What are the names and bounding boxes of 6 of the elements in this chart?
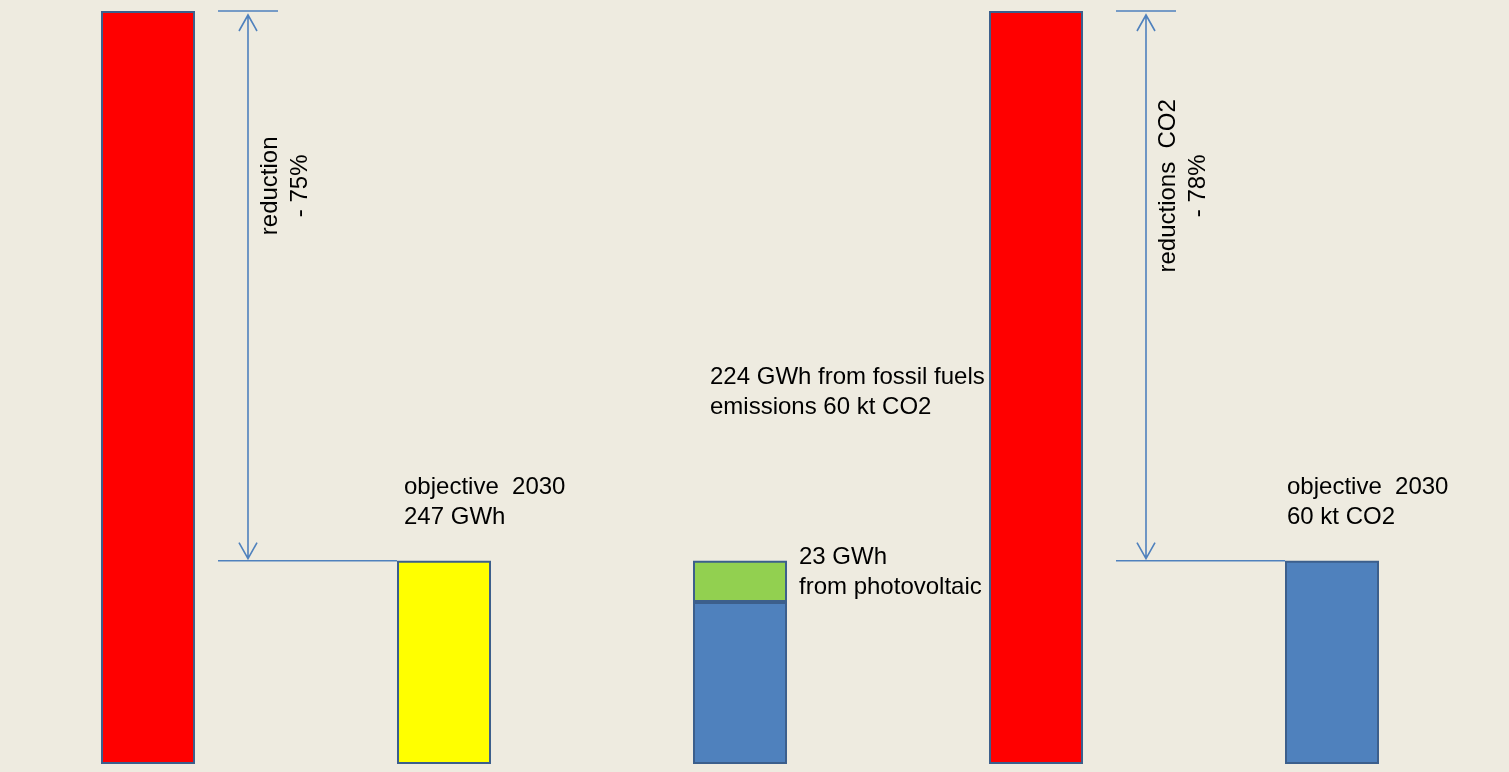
annotation: objective 2030 247 GWh <box>404 472 566 530</box>
annotation: 23 GWh from photovoltaic <box>799 542 982 600</box>
annotation: 224 GWh from fossil fuels emissions 60 kt CO2 <box>710 362 985 420</box>
annotation: reductions CO2 - 78% <box>1152 99 1210 273</box>
annotation: objective 2030 60 kt CO2 <box>1287 472 1449 530</box>
annotation: reduction - 75% <box>254 136 312 236</box>
